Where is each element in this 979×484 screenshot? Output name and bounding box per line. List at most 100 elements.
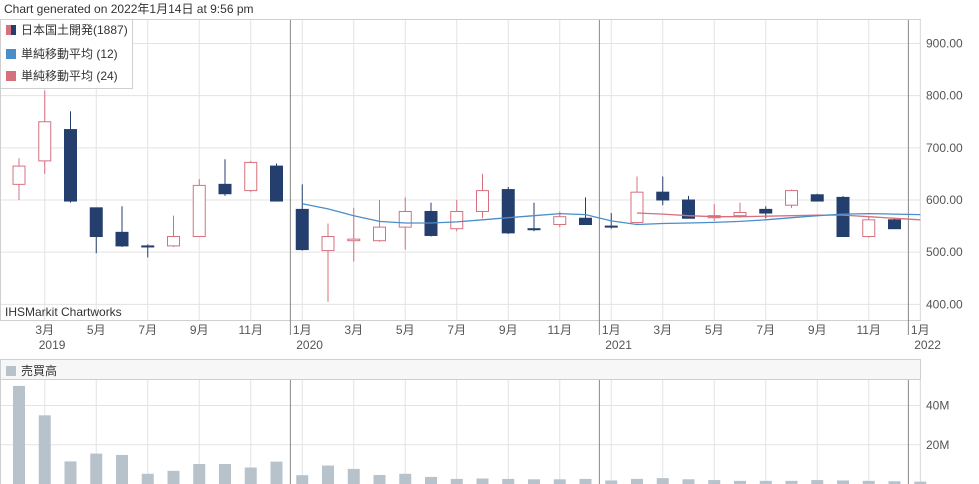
volume-bar bbox=[270, 461, 283, 484]
legend-item-ma24[interactable]: 単純移動平均 (24) bbox=[6, 69, 118, 83]
month-tick-label: 5月 bbox=[396, 323, 415, 337]
price-tick-label: 600.00 bbox=[926, 193, 963, 207]
candle-body bbox=[270, 165, 283, 202]
month-tick-label: 5月 bbox=[87, 323, 106, 337]
volume-bar bbox=[244, 467, 257, 484]
volume-year-dividers bbox=[289, 380, 909, 484]
price-grid bbox=[1, 20, 921, 320]
volume-bar bbox=[785, 480, 798, 484]
candle-body bbox=[321, 236, 335, 252]
year-tick-label: 2022 bbox=[914, 338, 941, 352]
volume-bar bbox=[38, 415, 51, 484]
volume-bar bbox=[116, 454, 128, 484]
price-tick-label: 400.00 bbox=[926, 297, 963, 311]
moving-average-lines bbox=[302, 203, 921, 226]
price-panel bbox=[0, 19, 921, 321]
volume-bar bbox=[450, 478, 463, 484]
volume-label: 売買高 bbox=[21, 363, 57, 378]
volume-tick-label: 20M bbox=[926, 438, 949, 452]
price-tick-label: 700.00 bbox=[926, 141, 963, 155]
month-tick-label: 7月 bbox=[447, 323, 466, 337]
month-tick-label: 3月 bbox=[653, 323, 672, 337]
legend-label-ma12: 単純移動平均 (12) bbox=[21, 47, 118, 61]
price-tick-label: 800.00 bbox=[926, 89, 963, 103]
month-tick-label: 1月 bbox=[602, 323, 621, 337]
volume-bar bbox=[90, 453, 103, 484]
volume-bar bbox=[167, 470, 180, 484]
volume-bars bbox=[13, 385, 927, 484]
price-tick-label: 900.00 bbox=[926, 36, 963, 50]
volume-bar bbox=[502, 478, 515, 484]
year-tick-label: 2021 bbox=[605, 338, 632, 352]
month-tick-label: 3月 bbox=[344, 323, 363, 337]
candle-body bbox=[476, 190, 489, 212]
candle-body bbox=[218, 183, 232, 195]
volume-bar bbox=[141, 473, 154, 484]
candle-body bbox=[888, 219, 901, 230]
chart-generated-timestamp: Chart generated on 2022年1月14日 at 9:56 pm bbox=[4, 2, 254, 16]
candle-body bbox=[12, 165, 26, 185]
volume-bar bbox=[759, 480, 772, 484]
candle-body bbox=[656, 191, 670, 201]
volume-bar bbox=[862, 480, 875, 484]
candle-body bbox=[604, 225, 618, 228]
volume-bar bbox=[914, 481, 927, 484]
volume-bar bbox=[296, 475, 309, 484]
price-tick-label: 500.00 bbox=[926, 245, 963, 259]
candle-body bbox=[759, 208, 773, 214]
volume-bar bbox=[605, 480, 618, 484]
volume-bar bbox=[734, 480, 746, 484]
volume-bar bbox=[528, 479, 540, 484]
volume-bar bbox=[13, 385, 25, 484]
month-tick-label: 7月 bbox=[138, 323, 157, 337]
candle-body bbox=[527, 228, 541, 231]
year-tick-label: 2020 bbox=[296, 338, 323, 352]
volume-bar bbox=[347, 468, 360, 484]
candle-body bbox=[64, 129, 77, 202]
volume-bar bbox=[811, 480, 824, 484]
month-tick-label: 5月 bbox=[705, 323, 724, 337]
month-tick-label: 1月 bbox=[911, 323, 930, 337]
volume-bar bbox=[579, 478, 592, 484]
candle-body bbox=[785, 190, 798, 206]
volume-bar bbox=[322, 465, 334, 484]
candle-body bbox=[115, 231, 129, 247]
month-tick-label: 9月 bbox=[190, 323, 209, 337]
candle-body bbox=[836, 196, 850, 238]
volume-bar bbox=[888, 481, 901, 484]
volume-bar bbox=[64, 461, 77, 484]
volume-bar bbox=[553, 479, 566, 484]
month-tick-label: 3月 bbox=[35, 323, 54, 337]
candle-body bbox=[398, 210, 412, 228]
legend-item-ma12[interactable]: 単純移動平均 (12) bbox=[6, 47, 118, 61]
candle-body bbox=[244, 161, 258, 192]
candle-body bbox=[733, 212, 747, 217]
ma12-line bbox=[302, 203, 921, 226]
candle-body bbox=[501, 189, 515, 234]
volume-bar bbox=[425, 476, 437, 484]
candle-body bbox=[89, 207, 103, 238]
year-dividers bbox=[289, 20, 909, 335]
legend-item-stock[interactable]: 日本国土開発(1887) bbox=[6, 23, 128, 37]
month-tick-label: 1月 bbox=[293, 323, 312, 337]
candle-body bbox=[347, 238, 361, 242]
volume-bar bbox=[631, 478, 643, 484]
volume-bar bbox=[476, 478, 489, 484]
candle-body bbox=[810, 194, 824, 202]
volume-bar bbox=[682, 479, 695, 484]
candle-body bbox=[295, 208, 309, 251]
volume-bar bbox=[399, 473, 412, 484]
candle-body bbox=[682, 199, 695, 219]
candle-body bbox=[862, 219, 876, 238]
volume-bar bbox=[219, 463, 231, 484]
candle-body bbox=[630, 191, 644, 223]
volume-bar bbox=[656, 478, 669, 484]
candle-body bbox=[579, 217, 592, 226]
volume-bar bbox=[193, 463, 206, 484]
month-tick-label: 7月 bbox=[756, 323, 775, 337]
candle-body bbox=[141, 245, 155, 248]
candle-body bbox=[450, 210, 464, 230]
volume-bar bbox=[373, 474, 386, 484]
